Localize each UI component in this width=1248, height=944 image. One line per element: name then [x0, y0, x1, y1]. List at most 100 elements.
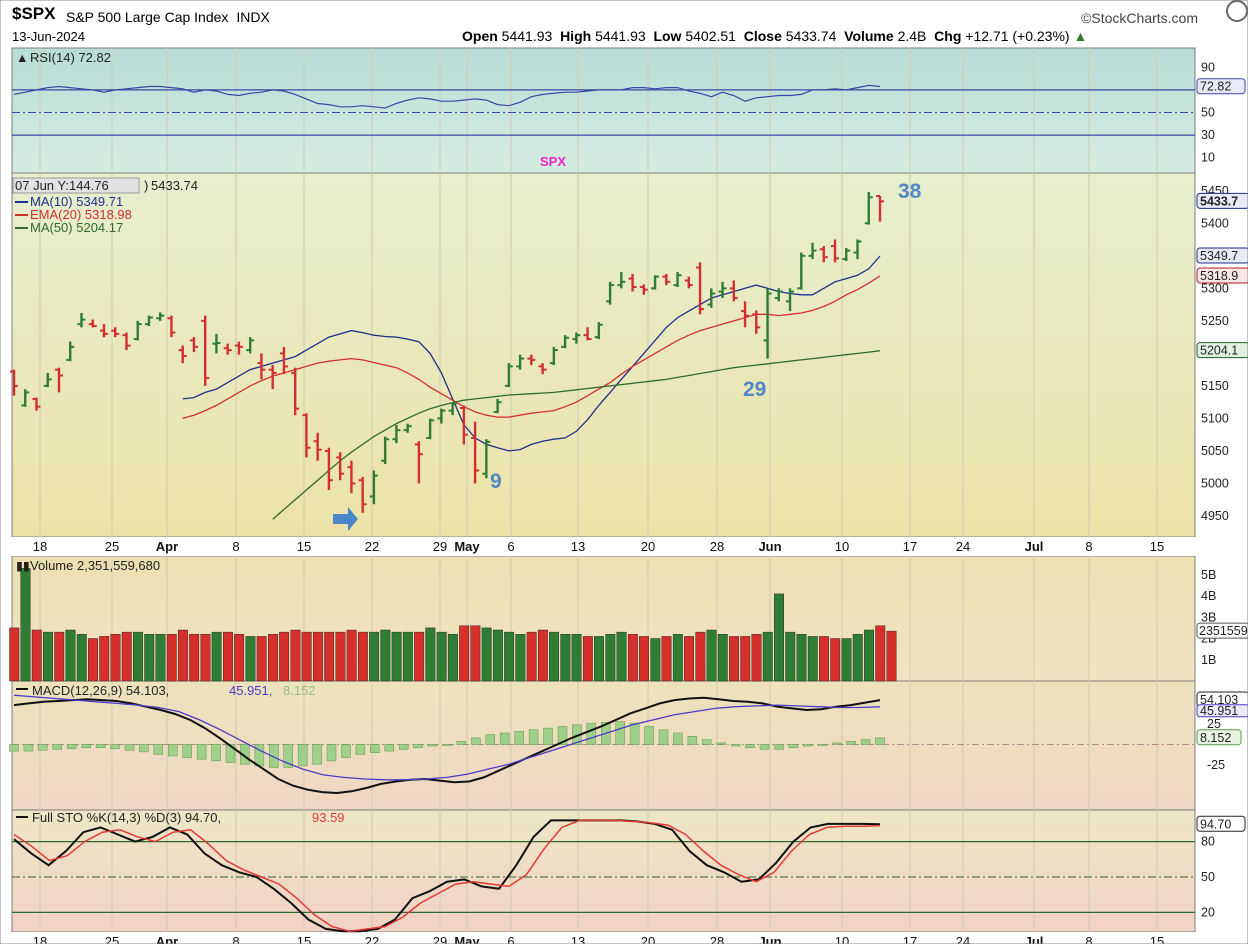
macd-histogram-bar [52, 744, 63, 750]
ohlc-bar [876, 195, 884, 222]
ohlc-bar [414, 441, 423, 484]
volume-tick-label: 3B [1201, 610, 1216, 624]
ohlc-bar [797, 252, 806, 290]
annotation-9: 9 [490, 470, 502, 493]
macd-title: MACD(12,26,9) 54.103, [32, 683, 169, 698]
macd-histogram-bar [817, 744, 828, 746]
ohlc-bar [88, 319, 97, 328]
x-tick-label-bottom: 10 [835, 934, 849, 944]
macd-histogram-bar [66, 744, 77, 749]
ohlc-bar [493, 398, 502, 414]
ohlc-bar [482, 439, 491, 479]
macd-signal-value: 45.951, [229, 683, 272, 698]
ohlc-bar [628, 274, 637, 292]
x-tick-label-bottom: 25 [105, 934, 119, 944]
ohlc-bar [144, 315, 153, 327]
rsi-title: RSI(14) 72.82 [30, 50, 111, 65]
volume-bar [335, 631, 346, 682]
volume-bar [447, 634, 458, 682]
rsi-line [13, 84, 881, 109]
macd-histogram-bar [211, 744, 221, 762]
x-tick-label: May [454, 539, 480, 554]
volume-bar [31, 629, 42, 682]
ohlc-bar [212, 333, 221, 354]
volume-bar [346, 629, 357, 682]
x-axis-strip-bottom [0, 932, 1248, 944]
ohlc-bar [516, 354, 525, 370]
macd-histogram-bar [23, 744, 34, 752]
ohlc-bar [707, 288, 716, 308]
volume-bar [290, 629, 301, 682]
macd-histogram-bar [702, 739, 712, 745]
x-tick-label: 29 [433, 539, 447, 554]
volume-bar [729, 636, 739, 682]
volume-bar [650, 638, 661, 682]
chg-label: Chg [934, 28, 962, 44]
volume-bar [414, 631, 425, 682]
ohlc-bar [774, 288, 783, 302]
volume-bar [740, 636, 751, 682]
ohlc-bar [234, 341, 243, 355]
price-tag-box [1196, 247, 1248, 264]
volume-bar [9, 627, 20, 682]
ohlc-bar [122, 332, 131, 351]
macd-histogram-bar [557, 726, 568, 745]
price-tick-label: 5150 [1201, 379, 1229, 393]
volume-bar [99, 636, 110, 682]
ohlc-bar [66, 341, 75, 362]
macd-histogram-bar [759, 744, 770, 750]
ohlc-bar [718, 281, 727, 299]
x-tick-label-bottom: 15 [297, 934, 311, 944]
volume-bar [222, 631, 233, 682]
x-tick-label-bottom: 20 [641, 934, 655, 944]
volume-bar [571, 634, 582, 682]
macd-histogram-bar [673, 732, 683, 745]
ohlc-bar [763, 288, 772, 359]
volume-legend-icon: ▮▮ [16, 559, 30, 573]
x-tick-label-bottom: 17 [903, 934, 917, 944]
x-tick-label: 15 [1150, 539, 1164, 554]
volume-bar [785, 631, 796, 682]
ohlc-bar [189, 337, 198, 353]
price-tag-box [1196, 267, 1248, 284]
ohlc-bar [381, 436, 390, 464]
x-tick-label: 8 [232, 539, 239, 554]
ohlc-bar [819, 246, 828, 263]
macd-histogram-bar [788, 744, 799, 749]
ticker-symbol: $SPX [12, 4, 56, 23]
volume-bar [492, 629, 503, 682]
volume-bar [391, 631, 402, 682]
ohlc-bar [403, 423, 412, 433]
volume-bar [166, 634, 177, 682]
volume-bar [819, 636, 829, 682]
legend-3: MA(50) 5204.17 [30, 220, 123, 235]
price-tag-label: 5204.1 [1200, 344, 1238, 358]
volume-bar [65, 629, 76, 682]
ohlc-bar [336, 452, 345, 481]
high-value: 5441.93 [595, 28, 646, 44]
price-tick-label: 5250 [1201, 314, 1229, 328]
price-tick-label: 4950 [1201, 509, 1229, 523]
volume-bar [830, 638, 841, 682]
macd-hist-value: 8.152 [283, 683, 316, 698]
macd-histogram-bar [182, 744, 192, 758]
ma-line-3 [272, 350, 881, 520]
ohlc-bar [32, 397, 41, 411]
ohlc-bar [347, 460, 356, 494]
ohlc-bar [313, 432, 322, 461]
signal-line [13, 694, 881, 781]
volume-bar [200, 634, 211, 682]
macd-tick-label: -25 [1207, 758, 1225, 772]
volume-bar [189, 634, 200, 682]
ticker-name: S&P 500 Large Cap Index INDX [66, 9, 270, 25]
volume-bar [43, 631, 53, 682]
ohlc-bar [549, 346, 558, 366]
volume-bar [605, 634, 616, 682]
volume-bar [357, 631, 368, 682]
volume-bar [324, 631, 335, 682]
ohlc-bar [167, 315, 176, 338]
volume-bar [875, 625, 886, 682]
ohlc-bar [111, 327, 120, 338]
high-label: High [560, 28, 592, 44]
ohlc-bar [729, 280, 738, 302]
